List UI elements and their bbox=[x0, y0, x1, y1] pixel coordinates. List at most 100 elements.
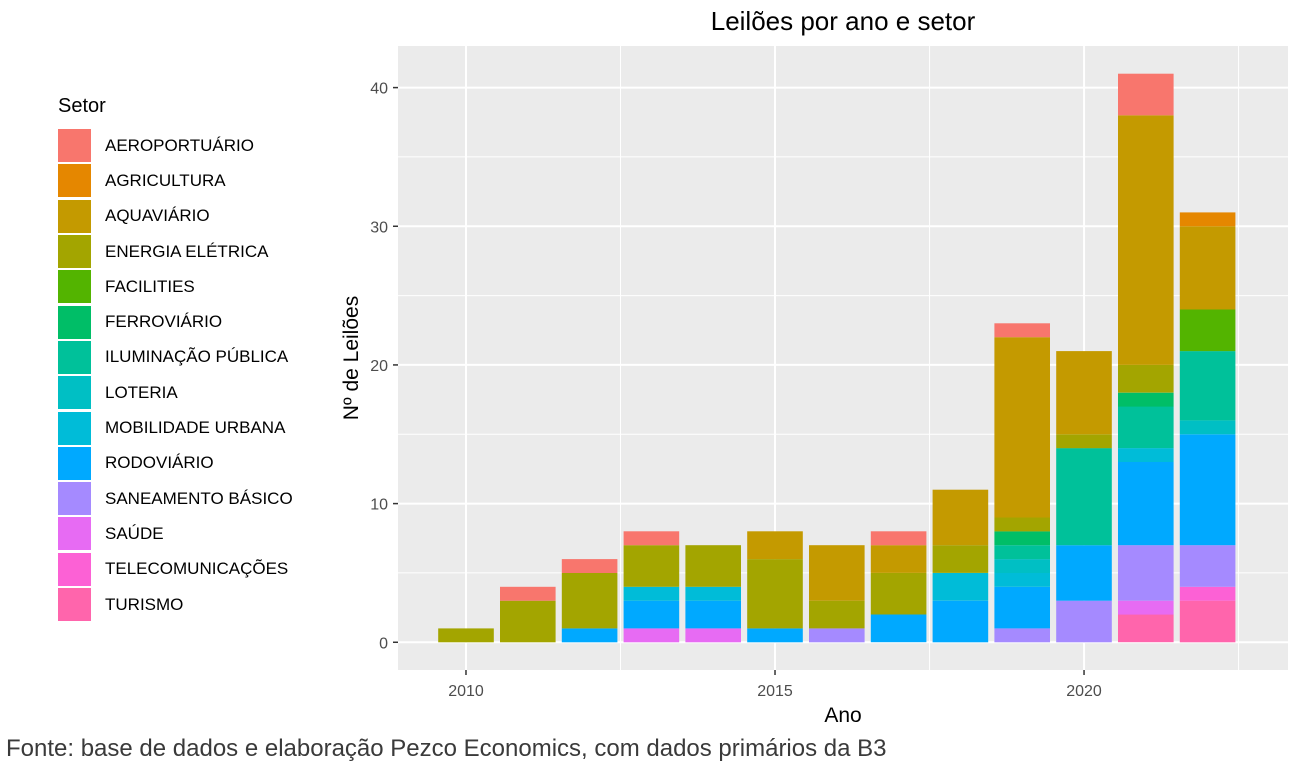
legend-swatch bbox=[58, 235, 91, 269]
bar-segment bbox=[685, 586, 741, 601]
x-tick-label: 2020 bbox=[1066, 683, 1102, 700]
legend-label: FERROVIÁRIO bbox=[105, 312, 223, 332]
legend-item: FERROVIÁRIO bbox=[58, 304, 293, 339]
source-caption: Fonte: base de dados e elaboração Pezco … bbox=[6, 735, 887, 762]
bar-segment bbox=[809, 545, 865, 601]
bar-segment bbox=[623, 545, 680, 587]
legend-item: AGRICULTURA bbox=[58, 163, 293, 198]
bar-segment bbox=[1179, 586, 1236, 601]
legend-label: ENERGIA ELÉTRICA bbox=[105, 241, 269, 261]
bar-segment bbox=[1179, 212, 1236, 227]
bar-segment bbox=[1118, 462, 1174, 546]
bar-segment bbox=[1118, 392, 1174, 407]
bar-segment bbox=[870, 545, 927, 573]
axes: 0 10 20 30 40 2010 2015 2020 bbox=[370, 81, 1102, 700]
legend-label: TURISMO bbox=[105, 594, 184, 614]
legend-item: AQUAVIÁRIO bbox=[58, 199, 293, 234]
legend-swatch bbox=[58, 129, 91, 163]
bar-segment bbox=[500, 586, 556, 601]
bar-segment bbox=[994, 586, 1050, 629]
bar-segment bbox=[685, 600, 741, 629]
bar-segment bbox=[1179, 420, 1236, 435]
legend-item: ILUMINAÇÃO PÚBLICA bbox=[58, 340, 293, 375]
legend-item: ENERGIA ELÉTRICA bbox=[58, 234, 293, 269]
legend-item: TURISMO bbox=[58, 587, 293, 622]
bar-segment bbox=[932, 489, 989, 546]
legend-swatch bbox=[58, 376, 91, 410]
legend-swatch bbox=[58, 270, 91, 304]
bar-segment bbox=[1179, 600, 1236, 643]
bar-segment bbox=[685, 545, 741, 587]
legend-label: ILUMINAÇÃO PÚBLICA bbox=[105, 347, 289, 367]
bar-segment bbox=[1056, 448, 1112, 546]
bar-segment bbox=[1179, 545, 1236, 587]
bar-segment bbox=[1056, 600, 1112, 643]
legend-item: SANEAMENTO BÁSICO bbox=[58, 481, 293, 516]
y-tick-label: 30 bbox=[370, 219, 388, 236]
legend-label: SANEAMENTO BÁSICO bbox=[105, 488, 293, 508]
bar-segment bbox=[1179, 309, 1236, 352]
bar-segment bbox=[561, 559, 618, 573]
bar-segment bbox=[932, 545, 989, 573]
bar-segment bbox=[1118, 73, 1174, 116]
legend-swatch bbox=[58, 411, 91, 445]
bar-segment bbox=[500, 600, 556, 643]
y-tick-label: 10 bbox=[370, 497, 388, 514]
y-tick-label: 0 bbox=[379, 635, 388, 652]
y-axis-label: Nº de Leilões bbox=[340, 296, 363, 420]
bar-segment bbox=[809, 600, 865, 629]
legend-item: MOBILIDADE URBANA bbox=[58, 410, 293, 445]
bar-segment bbox=[994, 531, 1050, 546]
legend-label: MOBILIDADE URBANA bbox=[105, 418, 286, 438]
bar-segment bbox=[1118, 614, 1174, 643]
bar-segment bbox=[561, 628, 618, 643]
legend-label: AEROPORTUÁRIO bbox=[105, 135, 254, 155]
bar-segment bbox=[747, 628, 803, 643]
bar-segment bbox=[1118, 406, 1174, 449]
bar-segment bbox=[1118, 545, 1174, 601]
chart-title: Leilões por ano e setor bbox=[711, 6, 976, 36]
bar-segment bbox=[623, 586, 680, 601]
y-tick-label: 40 bbox=[370, 81, 388, 98]
legend-label: AQUAVIÁRIO bbox=[105, 206, 210, 226]
bar-segment bbox=[747, 559, 803, 629]
x-axis-label: Ano bbox=[824, 704, 861, 727]
bar-segment bbox=[870, 531, 927, 546]
legend-swatch bbox=[58, 199, 91, 233]
bar-segment bbox=[994, 517, 1050, 532]
legend-label: FACILITIES bbox=[105, 276, 195, 296]
bar-segment bbox=[438, 628, 494, 643]
bar-segment bbox=[932, 600, 989, 643]
legend-title: Setor bbox=[58, 95, 106, 117]
legend: Setor AEROPORTUÁRIO AGRICULTURA AQUAVIÁRIO… bbox=[58, 95, 293, 622]
legend-swatch bbox=[58, 446, 91, 480]
legend-label: AGRICULTURA bbox=[105, 170, 226, 190]
bar-segment bbox=[1056, 545, 1112, 601]
legend-item: TELECOMUNICAÇÕES bbox=[58, 552, 293, 587]
bar-segment bbox=[1056, 434, 1112, 449]
legend-label: LOTERIA bbox=[105, 382, 178, 402]
bar-segment bbox=[994, 545, 1050, 560]
bar-segment bbox=[561, 572, 618, 629]
legend-swatch bbox=[58, 552, 91, 586]
bar-segment bbox=[1179, 351, 1236, 421]
bar-segment bbox=[1118, 600, 1174, 615]
legend-swatch bbox=[58, 164, 91, 198]
legend-items: AEROPORTUÁRIO AGRICULTURA AQUAVIÁRIO ENERGI… bbox=[58, 128, 293, 622]
bar-segment bbox=[1179, 434, 1236, 546]
bar-segment bbox=[623, 628, 680, 643]
legend-item: SAÚDE bbox=[58, 516, 293, 551]
x-tick-label: 2010 bbox=[448, 683, 484, 700]
bar-segment bbox=[994, 572, 1050, 587]
legend-swatch bbox=[58, 340, 91, 374]
bar-segment bbox=[809, 628, 865, 643]
legend-swatch bbox=[58, 305, 91, 339]
bar-segment bbox=[1179, 226, 1236, 310]
y-tick-label: 20 bbox=[370, 358, 388, 375]
legend-item: RODOVIÁRIO bbox=[58, 446, 293, 481]
bar-segment bbox=[747, 531, 803, 559]
legend-item: LOTERIA bbox=[58, 375, 293, 410]
bar-segment bbox=[994, 628, 1050, 643]
bar-segment bbox=[870, 614, 927, 643]
